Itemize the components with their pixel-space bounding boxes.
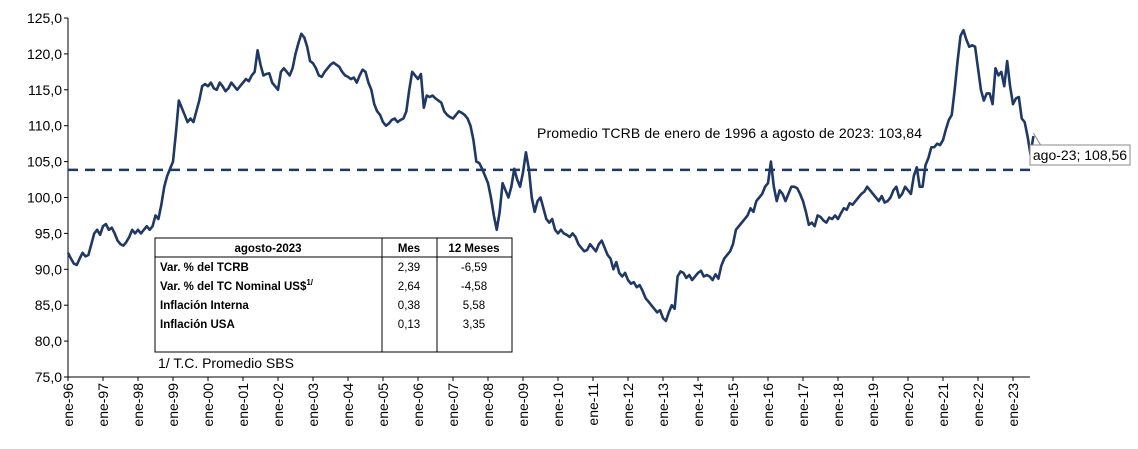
x-tick-label: ene-97 bbox=[95, 383, 111, 427]
row-label-text: Inflación USA bbox=[160, 319, 235, 331]
x-tick-label: ene-07 bbox=[445, 383, 461, 427]
table-cell: 0,13 bbox=[398, 319, 420, 331]
summary-table: agosto-2023 Mes 12 Meses Var. % del TCRB 2,3… bbox=[154, 237, 513, 353]
x-tick-label: ene-08 bbox=[480, 383, 496, 427]
table-cell: 3,35 bbox=[463, 319, 485, 331]
x-tick-label: ene-04 bbox=[340, 383, 356, 427]
y-tick-label: 95,0 bbox=[35, 225, 62, 241]
x-tick-label: ene-06 bbox=[410, 383, 426, 427]
x-tick-label: ene-05 bbox=[375, 383, 391, 427]
callout-label: ago-23; 108,56 bbox=[1033, 147, 1127, 163]
x-tick-label: ene-13 bbox=[655, 383, 671, 427]
row-label-text: Inflación Interna bbox=[160, 300, 249, 312]
x-tick-label: ene-02 bbox=[270, 383, 286, 427]
table-header: 12 Meses bbox=[448, 243, 499, 255]
y-tick-label: 115,0 bbox=[28, 82, 62, 98]
table-cell: 2,64 bbox=[398, 281, 421, 293]
x-tick-label: ene-96 bbox=[60, 383, 76, 427]
callout-box bbox=[1029, 144, 1131, 166]
x-tick-label: ene-00 bbox=[200, 383, 216, 427]
y-tick-label: 120,0 bbox=[27, 46, 62, 62]
x-tick-label: ene-01 bbox=[235, 383, 251, 427]
y-tick-label: 110,0 bbox=[28, 118, 62, 134]
x-tick-label: ene-14 bbox=[690, 383, 706, 427]
x-tick-label: ene-17 bbox=[795, 383, 811, 427]
x-tick-label: ene-19 bbox=[865, 383, 881, 427]
table-cell: 5,58 bbox=[463, 300, 485, 312]
y-tick-label: 75,0 bbox=[35, 369, 62, 385]
x-tick-label: ene-12 bbox=[620, 383, 636, 427]
table-cell: 0,38 bbox=[398, 300, 420, 312]
row-label-text: Var. % del TC Nominal US$ bbox=[160, 281, 307, 293]
x-tick-label: ene-22 bbox=[970, 383, 986, 427]
table-header: Mes bbox=[398, 243, 420, 255]
table-cell: 2,39 bbox=[398, 262, 420, 274]
x-tick-label: ene-16 bbox=[760, 383, 776, 427]
y-tick-label: 125,0 bbox=[27, 10, 62, 26]
table-header: agosto-2023 bbox=[234, 243, 301, 255]
row-label: Inflación USA bbox=[160, 319, 235, 331]
x-tick-label: ene-99 bbox=[165, 383, 181, 427]
table-cell: -6,59 bbox=[461, 262, 487, 274]
y-tick-label: 100,0 bbox=[27, 190, 62, 206]
y-tick-label: 80,0 bbox=[35, 333, 62, 349]
average-label: Promedio TCRB de enero de 1996 a agosto … bbox=[537, 125, 922, 141]
x-tick-label: ene-98 bbox=[130, 383, 146, 427]
row-label: Inflación Interna bbox=[160, 300, 249, 312]
row-label-sup: 1/ bbox=[306, 278, 313, 287]
x-tick-label: ene-18 bbox=[830, 383, 846, 427]
y-tick-label: 105,0 bbox=[27, 154, 62, 170]
table-frame bbox=[154, 237, 513, 353]
table-cell: -4,58 bbox=[461, 281, 487, 293]
data-line bbox=[66, 28, 1035, 323]
x-tick-label: ene-09 bbox=[515, 383, 531, 427]
x-tick-label: ene-10 bbox=[550, 383, 566, 427]
x-tick-label: ene-21 bbox=[935, 383, 951, 427]
table-footnote: 1/ T.C. Promedio SBS bbox=[158, 355, 294, 371]
x-tick-label: ene-23 bbox=[1005, 383, 1021, 427]
row-label-text: Var. % del TCRB bbox=[160, 262, 249, 274]
y-tick-label: 90,0 bbox=[35, 261, 62, 277]
x-tick-label: ene-03 bbox=[305, 383, 321, 427]
row-label: Var. % del TCRB bbox=[160, 262, 249, 274]
x-tick-label: ene-15 bbox=[725, 383, 741, 427]
x-tick-label: ene-20 bbox=[900, 383, 916, 427]
row-label: Var. % del TC Nominal US$1/ bbox=[160, 278, 314, 293]
x-tick-label: ene-11 bbox=[585, 383, 601, 426]
y-tick-label: 85,0 bbox=[35, 297, 62, 313]
